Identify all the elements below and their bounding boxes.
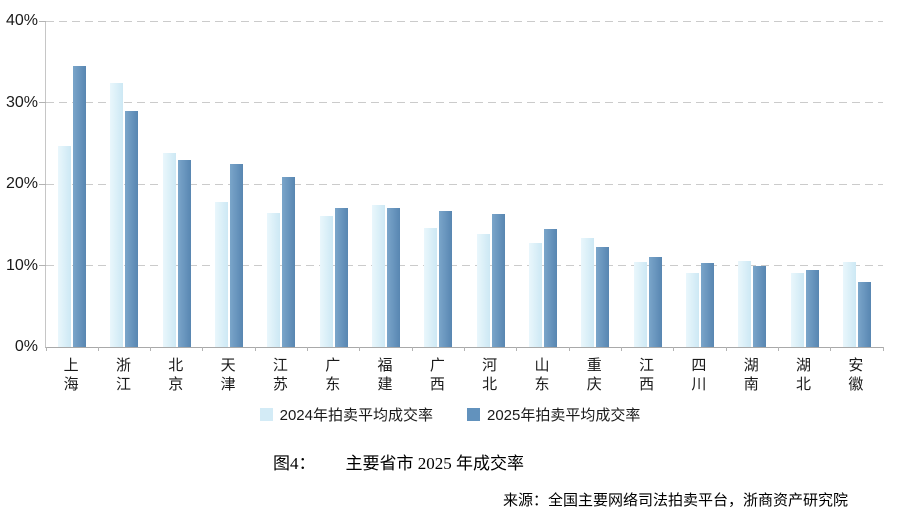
x-category-label-北京: 北 京	[168, 357, 184, 393]
plot-area	[39, 20, 884, 351]
bar-浙江-2024	[110, 82, 124, 347]
bar-河北-2024	[476, 233, 490, 347]
bar-四川-2025	[700, 263, 714, 347]
x-tick-mark	[882, 347, 884, 351]
x-tick-mark	[411, 347, 413, 351]
bar-湖北-2025	[805, 270, 819, 347]
bar-江西-2024	[633, 262, 647, 347]
bar-重庆-2025	[596, 246, 610, 347]
y-tick-label: 40%	[5, 12, 38, 29]
x-category-label-重庆: 重 庆	[586, 357, 602, 393]
bar-湖南-2024	[738, 261, 752, 347]
bar-江西-2025	[648, 257, 662, 347]
y-tick-mark	[39, 265, 46, 266]
bar-广西-2024	[424, 228, 438, 347]
bar-天津-2024	[215, 201, 229, 347]
y-axis-labels: 0% 10% 20% 30% 40%	[0, 13, 38, 355]
x-tick-mark	[254, 347, 256, 351]
bar-山东-2025	[543, 228, 557, 347]
x-tick-mark	[620, 347, 622, 351]
x-category-label-安徽: 安 徽	[848, 357, 864, 393]
x-tick-mark	[830, 347, 832, 351]
caption-text: 主要省市 2025 年成交率	[345, 454, 525, 473]
x-tick-mark	[359, 347, 361, 351]
gridline-30%	[46, 102, 883, 103]
y-tick-label: 10%	[5, 256, 38, 274]
bar-福建-2025	[387, 208, 401, 347]
x-category-label-广东: 广 东	[325, 357, 341, 393]
legend-label-2025: 2025年拍卖平均成交率	[487, 406, 641, 424]
bar-安徽-2025	[857, 281, 871, 347]
x-category-label-湖北: 湖 北	[796, 357, 812, 393]
x-tick-mark	[725, 347, 727, 351]
bar-上海-2024	[58, 145, 72, 347]
x-tick-mark	[97, 347, 99, 351]
x-tick-mark	[673, 347, 675, 351]
bar-广东-2025	[334, 207, 348, 347]
bar-广东-2024	[319, 215, 333, 347]
bar-浙江-2025	[125, 110, 139, 347]
legend-swatch-2025	[467, 407, 480, 421]
x-tick-mark	[516, 347, 518, 351]
legend-swatch-2024	[259, 407, 273, 421]
bar-重庆-2024	[581, 237, 595, 347]
x-tick-mark	[777, 347, 779, 351]
figure-caption: 图4： 主要省市 2025 年成交率	[273, 449, 524, 474]
gridline-40%	[46, 20, 883, 22]
legend-item-2025: 2025年拍卖平均成交率	[467, 404, 640, 425]
x-category-label-福建: 福 建	[377, 357, 393, 393]
bar-江苏-2024	[267, 213, 281, 347]
y-tick-mark	[39, 20, 46, 22]
x-tick-mark	[45, 347, 47, 351]
bar-上海-2025	[73, 65, 87, 347]
bar-四川-2024	[685, 272, 699, 347]
bar-天津-2025	[230, 163, 244, 347]
gridline-20%	[46, 183, 883, 185]
source-note: 来源：全国主要网络司法拍卖平台，浙商资产研究院	[502, 493, 848, 509]
x-tick-mark	[150, 347, 152, 351]
bar-江苏-2025	[282, 177, 296, 347]
x-category-label-湖南: 湖 南	[743, 357, 759, 393]
bar-山东-2024	[528, 242, 542, 347]
x-category-label-江苏: 江 苏	[272, 357, 288, 393]
bar-北京-2025	[177, 159, 191, 347]
x-tick-mark	[464, 347, 465, 351]
legend-item-2024: 2024年拍卖平均成交率	[259, 404, 433, 425]
legend-label-2024: 2024年拍卖平均成交率	[279, 406, 433, 424]
x-tick-mark	[307, 347, 309, 351]
bar-chart: 0% 10% 20% 30% 40% 上 海 浙 江 北 京 天 津 江 苏 广 东 福 建 广 西 河…	[0, 13, 900, 425]
caption-label: 图4：	[273, 454, 316, 473]
x-category-label-四川: 四 川	[691, 357, 707, 393]
x-tick-mark	[568, 347, 570, 351]
y-tick-mark	[39, 102, 46, 103]
x-axis-labels: 上 海浙 江北 京天 津江 苏广 东福 建广 西河 北山 东重 庆江 西四 川湖…	[45, 356, 882, 400]
bar-广西-2025	[439, 210, 453, 347]
chart-legend: 2024年拍卖平均成交率 2025年拍卖平均成交率	[0, 403, 900, 425]
x-category-label-江西: 江 西	[639, 357, 655, 393]
bar-湖北-2024	[790, 272, 804, 347]
gridline-10%	[46, 265, 883, 266]
bar-福建-2024	[372, 205, 386, 347]
y-tick-label: 30%	[5, 93, 38, 111]
x-tick-mark	[202, 347, 204, 351]
bar-河北-2025	[491, 214, 505, 347]
x-category-label-山东: 山 东	[534, 357, 550, 393]
bar-北京-2024	[162, 153, 176, 347]
y-tick-mark	[39, 183, 46, 185]
bar-安徽-2024	[842, 262, 856, 347]
x-category-label-上海: 上 海	[63, 357, 79, 393]
x-category-label-浙江: 浙 江	[115, 357, 131, 393]
x-category-label-广西: 广 西	[429, 357, 445, 393]
bar-湖南-2025	[753, 265, 767, 347]
y-tick-label: 0%	[14, 338, 38, 355]
y-tick-label: 20%	[5, 175, 38, 192]
x-category-label-河北: 河 北	[482, 357, 498, 393]
x-category-label-天津: 天 津	[220, 357, 236, 393]
